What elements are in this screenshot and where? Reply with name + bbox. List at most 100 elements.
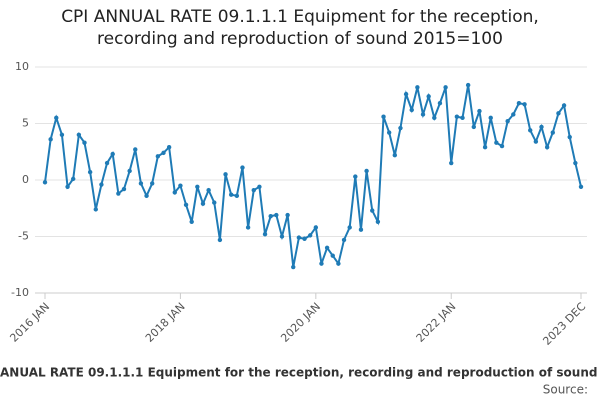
point: [364, 168, 369, 174]
point: [279, 234, 285, 239]
point: [567, 134, 572, 140]
footer: ANUAL RATE 09.1.1.1 Equipment for the re…: [0, 366, 597, 380]
x-tick-label: 2023 DEC: [540, 300, 588, 348]
point: [262, 232, 268, 237]
point: [544, 145, 550, 150]
point: [116, 191, 121, 196]
y-tick-label: -5: [18, 230, 29, 243]
y-tick-label: 10: [15, 60, 29, 73]
point: [99, 182, 104, 187]
chart-title: recording and reproduction of sound 2015…: [97, 29, 503, 49]
point: [228, 192, 234, 197]
x-tick-label: 2022 JAN: [414, 300, 459, 345]
point: [76, 132, 82, 137]
point: [420, 112, 426, 117]
point: [403, 91, 409, 97]
point: [561, 103, 567, 108]
x-tick-label: 2018 JAN: [143, 300, 188, 345]
point: [42, 180, 48, 185]
point: [482, 145, 488, 150]
point: [386, 130, 392, 135]
point: [251, 187, 256, 193]
chart-title: CPI ANNUAL RATE 09.1.1.1 Equipment for t…: [61, 7, 539, 27]
point: [217, 237, 223, 243]
point: [302, 236, 307, 241]
point: [144, 193, 149, 199]
point: [528, 128, 533, 133]
point: [358, 227, 364, 232]
point: [172, 190, 177, 195]
point: [341, 237, 347, 243]
point: [183, 202, 189, 208]
point: [189, 219, 194, 225]
point: [443, 85, 448, 90]
point: [522, 102, 527, 107]
point: [516, 100, 522, 106]
point: [166, 145, 172, 150]
line: [44, 84, 582, 268]
y-tick-label: -10: [11, 286, 29, 299]
point: [375, 219, 381, 225]
point: [505, 119, 510, 124]
point: [274, 212, 279, 218]
point: [65, 184, 70, 189]
point: [93, 207, 98, 212]
point: [330, 253, 335, 258]
point: [533, 139, 539, 144]
point: [133, 147, 138, 152]
point: [347, 225, 352, 230]
point: [409, 107, 414, 113]
point: [471, 124, 476, 130]
point: [110, 151, 115, 157]
point: [324, 245, 330, 250]
point: [392, 152, 398, 158]
point: [71, 176, 76, 182]
point: [465, 82, 471, 88]
point: [268, 213, 273, 219]
point: [121, 186, 127, 192]
point: [578, 184, 584, 189]
source: Source:: [543, 383, 588, 397]
point: [370, 208, 375, 213]
point: [127, 168, 132, 174]
point: [556, 111, 561, 116]
point: [161, 150, 166, 156]
point: [257, 184, 262, 189]
point: [296, 235, 302, 240]
point: [223, 172, 228, 177]
point: [550, 130, 555, 135]
x-tick-label: 2016 JAN: [7, 300, 52, 345]
point: [426, 94, 431, 99]
point: [206, 187, 211, 193]
x-tick-label: 2020 JAN: [278, 300, 323, 345]
point: [398, 125, 403, 131]
point: [291, 264, 296, 270]
y-tick-label: 0: [22, 173, 29, 186]
point: [245, 225, 251, 230]
point: [488, 115, 493, 121]
point: [449, 160, 454, 166]
point: [285, 212, 290, 218]
point: [234, 193, 240, 199]
point: [48, 137, 53, 142]
point: [477, 108, 482, 114]
point: [195, 184, 200, 189]
point: [307, 233, 313, 238]
point: [573, 160, 578, 166]
point: [454, 114, 460, 119]
point: [240, 165, 245, 170]
point: [155, 154, 161, 159]
point: [432, 115, 437, 121]
point: [82, 140, 87, 145]
point: [178, 183, 183, 188]
point: [511, 112, 516, 117]
point: [539, 124, 544, 130]
point: [381, 114, 386, 119]
point: [87, 169, 93, 175]
point: [494, 140, 499, 145]
point: [415, 85, 420, 90]
point: [437, 100, 443, 106]
point: [138, 181, 144, 186]
